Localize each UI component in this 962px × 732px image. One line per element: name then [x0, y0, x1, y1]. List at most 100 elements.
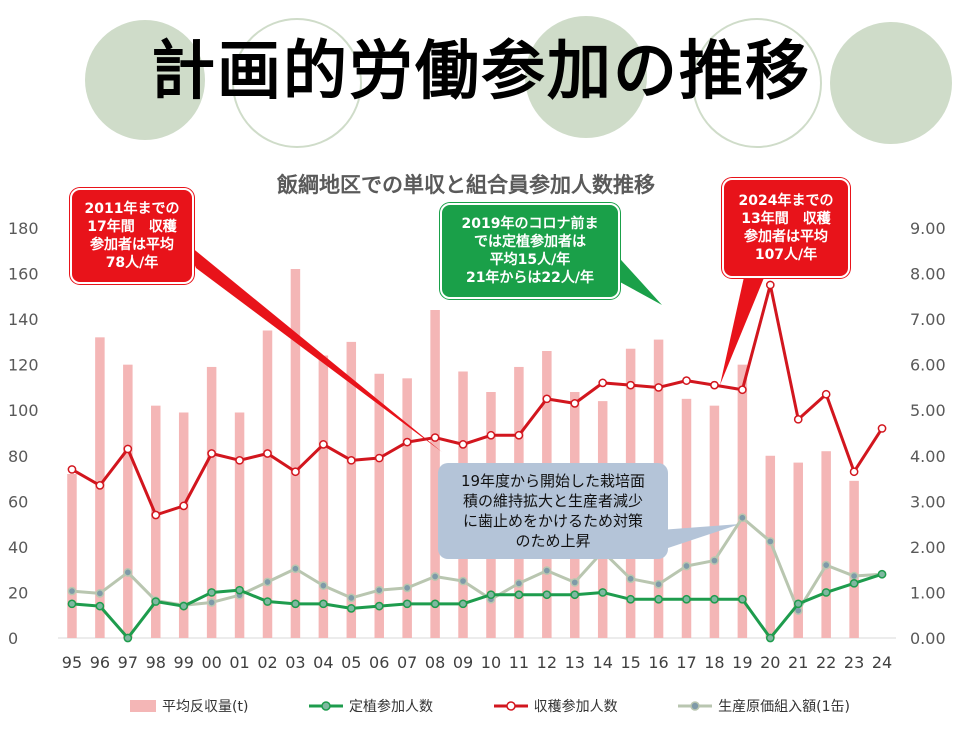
callout-pointer-2011 [185, 242, 442, 452]
legend-label-cost: 生産原価組入額(1缶) [718, 699, 850, 715]
legend-swatch-harvest [493, 701, 528, 711]
bar-yield [206, 366, 217, 638]
point-series-1 [458, 599, 468, 609]
point-series-1 [95, 601, 105, 611]
callout-pointer-cost [660, 524, 740, 548]
x-tick-label: 18 [704, 653, 724, 672]
point-series-2 [654, 383, 663, 392]
legend-swatch-bar [130, 700, 156, 712]
point-series-1 [654, 594, 663, 604]
point-series-2 [849, 467, 859, 477]
y-left-tick-label: 80 [8, 447, 28, 466]
point-series-2 [207, 449, 216, 458]
x-tick-label: 97 [118, 653, 138, 672]
bar-yield [849, 480, 859, 638]
point-series-1 [710, 594, 719, 604]
point-series-1 [849, 578, 859, 588]
point-series-3 [710, 556, 719, 565]
point-series-2 [95, 481, 105, 490]
y-left-tick-label: 60 [8, 492, 28, 511]
callout-2011-harvest-average: 2011年までの 17年間 収穫 参加者は平均 78人/年 [70, 188, 194, 284]
series-line-2 [71, 283, 884, 517]
legend-item-planting: 定植参加人数 [309, 696, 433, 716]
point-series-2 [738, 385, 747, 395]
x-tick-label: 20 [760, 653, 780, 672]
point-series-1 [486, 590, 496, 600]
point-series-1 [123, 633, 133, 643]
x-tick-label: 12 [537, 653, 557, 672]
legend-label-yield: 平均反収量(t) [162, 699, 249, 715]
point-series-1 [402, 599, 412, 609]
bar-yield [737, 364, 748, 638]
bar-yield [374, 373, 384, 638]
point-series-2 [877, 424, 887, 433]
point-series-3 [626, 574, 635, 584]
y-right-tick-label: 2.00 [910, 538, 946, 557]
point-series-3 [207, 598, 216, 607]
decor-circle-3 [525, 16, 647, 138]
y-right-tick-label: 9.00 [910, 219, 946, 238]
point-series-1 [542, 590, 552, 600]
point-series-2 [291, 467, 300, 477]
point-series-3 [514, 578, 524, 588]
y-left-tick-label: 160 [8, 265, 39, 284]
bar-yield [346, 341, 357, 638]
x-tick-label: 24 [872, 653, 892, 672]
callout-2024-harvest-average: 2024年までの 13年間 収穫 参加者は平均 107人/年 [722, 178, 850, 278]
series-line-3 [71, 516, 883, 613]
point-series-2 [542, 394, 552, 404]
point-series-3 [291, 564, 300, 574]
decor-circle-4 [692, 18, 822, 148]
point-series-1 [430, 599, 440, 609]
y-left-tick-label: 140 [8, 310, 39, 329]
point-series-1 [821, 588, 831, 597]
point-series-1 [235, 585, 244, 595]
point-series-1 [374, 601, 384, 611]
legend-swatch-planting [309, 701, 343, 711]
decor-circle-5 [830, 22, 952, 144]
x-tick-label: 16 [648, 653, 668, 672]
x-tick-label: 19 [732, 653, 752, 672]
decor-circle-1 [85, 20, 205, 140]
x-tick-label: 98 [146, 653, 166, 672]
y-right-tick-label: 5.00 [910, 401, 946, 420]
point-series-1 [151, 597, 161, 606]
point-series-2 [765, 280, 775, 290]
callout-2019-planting-average: 2019年のコロナ前ま では定植参加者は 平均15人/年 21年からは22人/年 [440, 203, 620, 299]
point-series-3 [123, 568, 133, 577]
legend-label-harvest: 収穫参加人数 [533, 699, 618, 715]
point-series-1 [67, 599, 77, 609]
point-series-3 [821, 560, 831, 570]
x-tick-label: 09 [453, 653, 473, 672]
legend-label-planting: 定植参加人数 [349, 699, 433, 715]
point-series-2 [821, 389, 831, 399]
point-series-2 [514, 430, 524, 440]
point-series-1 [179, 601, 189, 611]
decor-circle-2 [232, 18, 362, 148]
callout-2019-cost-increase: 19年度から開始した栽培面 積の維持拡大と生産者減少 に歯止めをかけるため対策 … [438, 463, 668, 559]
legend-item-cost: 生産原価組入額(1缶) [678, 696, 850, 716]
y-left-tick-label: 0 [8, 629, 18, 648]
legend-item-yield: 平均反収量(t) [130, 696, 248, 716]
point-series-1 [319, 599, 328, 609]
point-series-2 [374, 453, 384, 463]
x-tick-label: 99 [174, 653, 194, 672]
legend: 平均反収量(t) 定植参加人数 収穫参加人数 生産原価組入額(1缶) [130, 696, 850, 716]
y-left-tick-label: 120 [8, 356, 39, 375]
point-series-2 [319, 440, 328, 449]
bar-yield [67, 474, 77, 638]
y-left-tick-label: 40 [8, 538, 28, 557]
bar-yield [709, 405, 720, 638]
point-series-2 [793, 414, 803, 424]
x-tick-label: 11 [509, 653, 529, 672]
point-series-2 [263, 449, 272, 458]
x-tick-label: 17 [676, 653, 696, 672]
point-series-3 [95, 589, 105, 598]
bar-yield [262, 330, 273, 638]
legend-swatch-cost [678, 701, 713, 711]
point-series-2 [682, 376, 691, 385]
x-tick-label: 08 [425, 653, 445, 672]
bar-yield [151, 405, 161, 638]
point-series-2 [710, 380, 719, 390]
